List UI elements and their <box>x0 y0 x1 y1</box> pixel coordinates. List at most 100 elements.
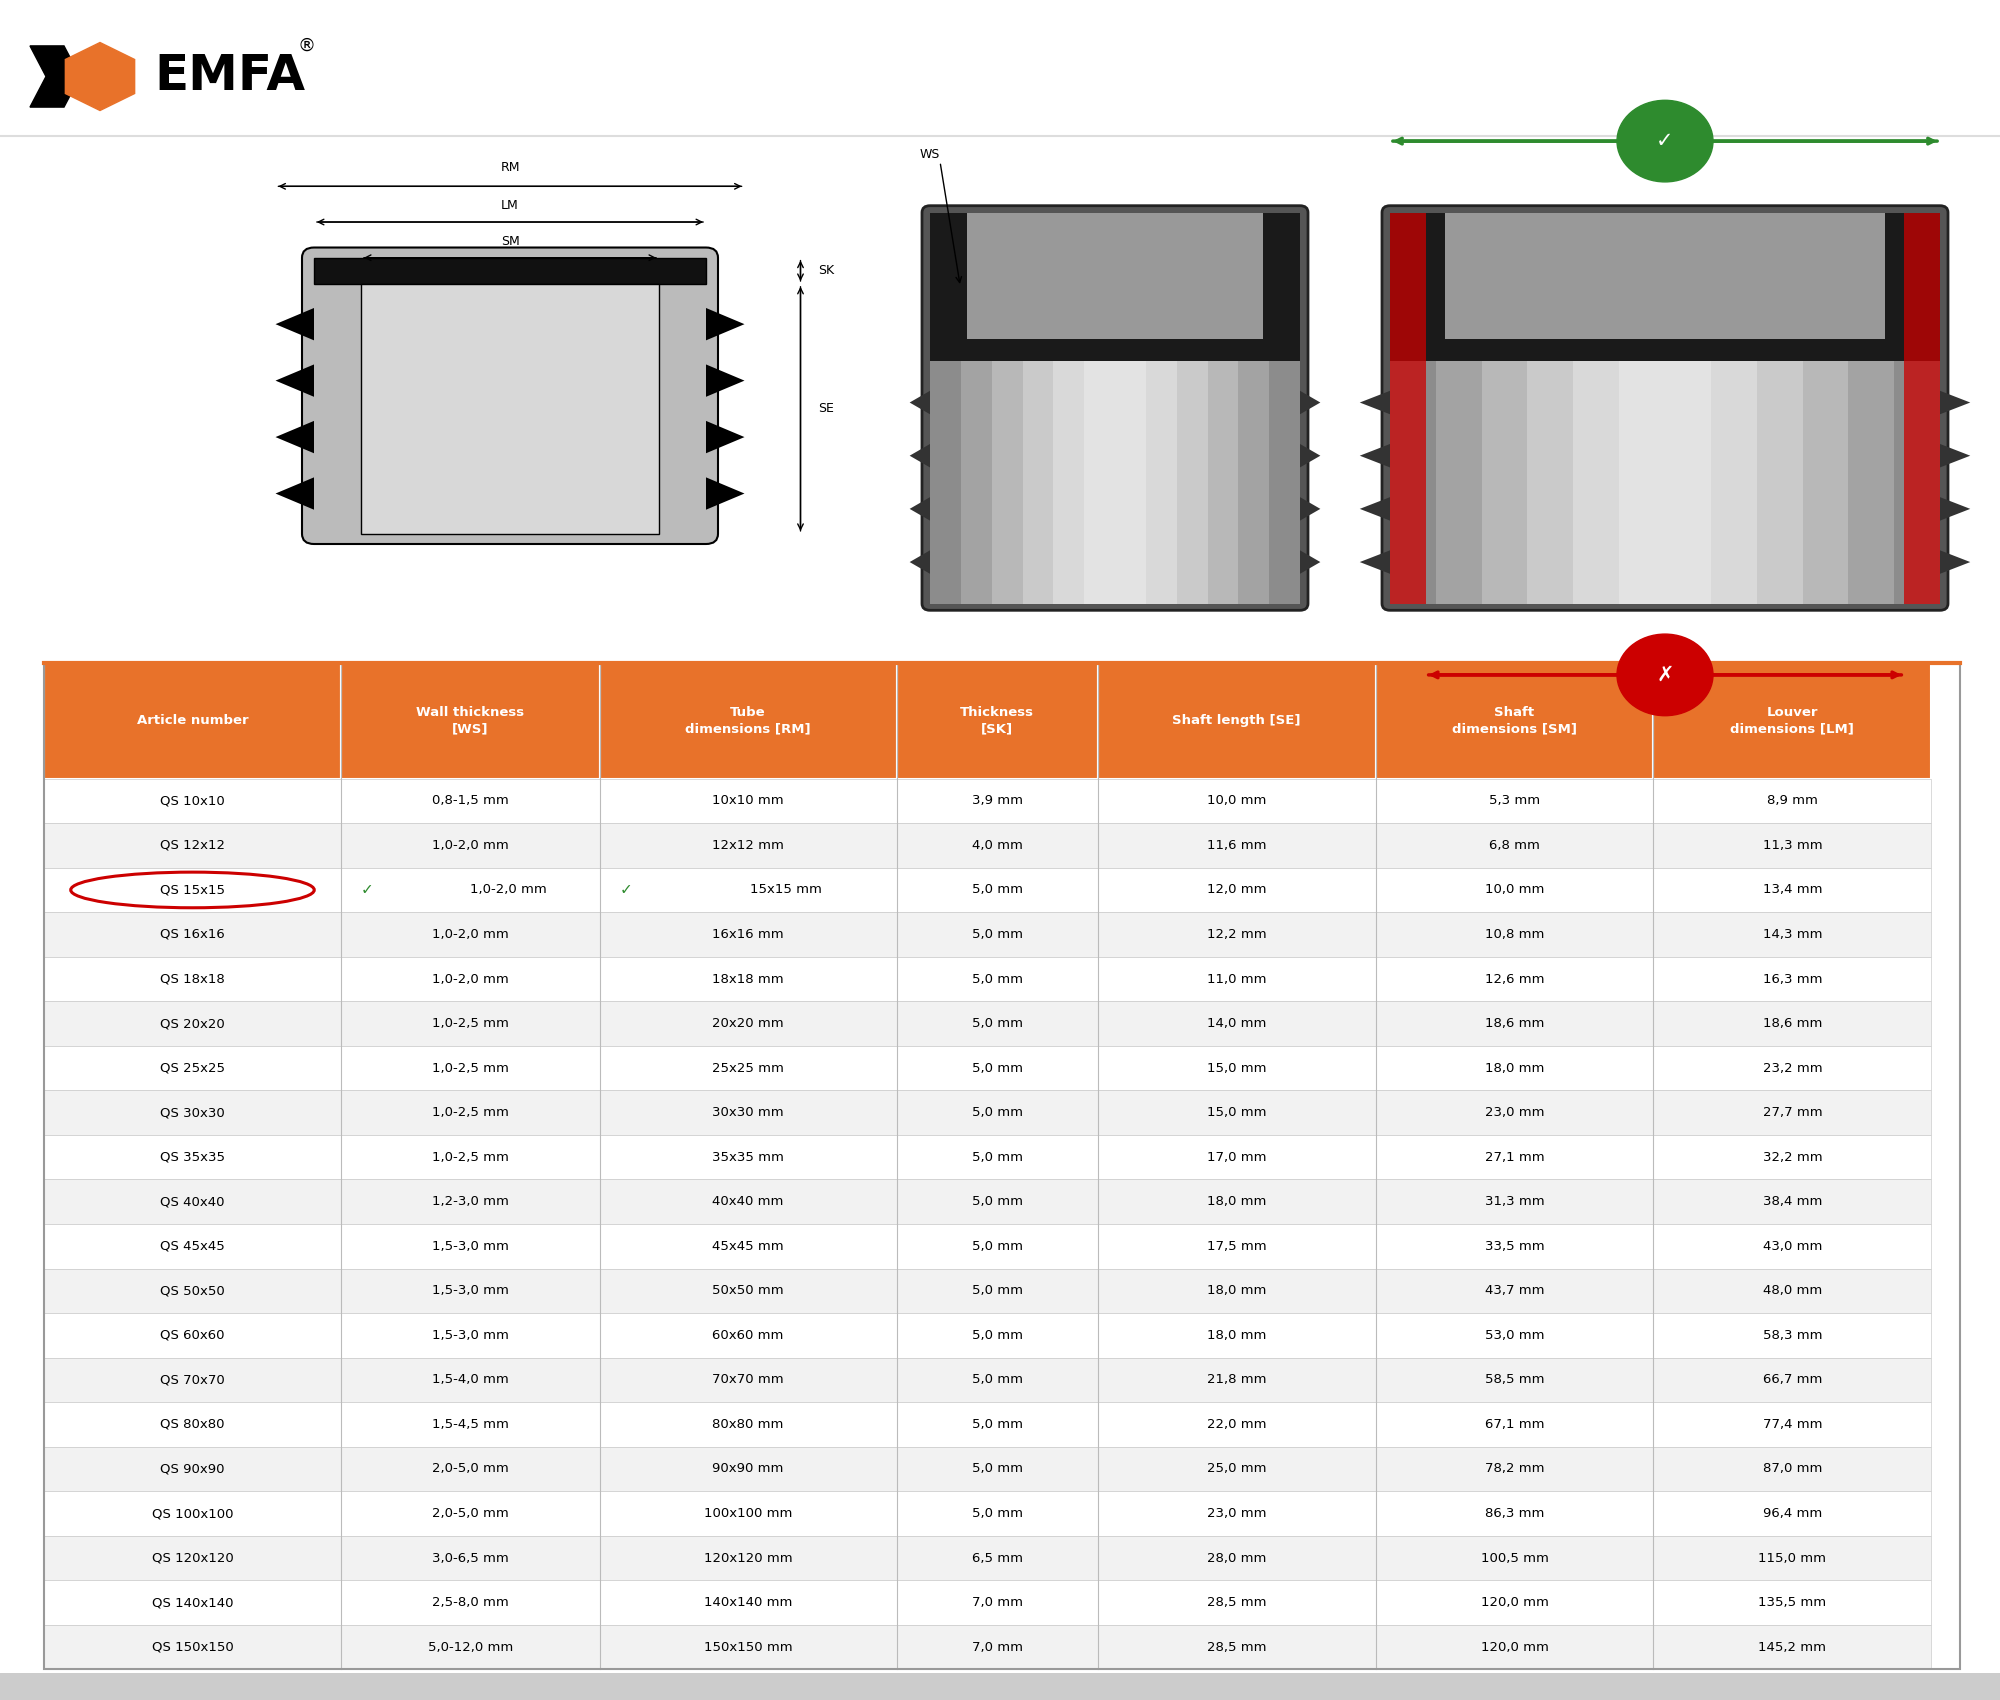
Text: 23,0 mm: 23,0 mm <box>1484 1107 1544 1119</box>
Text: 16,3 mm: 16,3 mm <box>1762 972 1822 986</box>
Text: SM: SM <box>500 235 520 248</box>
Bar <box>44 1136 340 1180</box>
Text: QS 30x30: QS 30x30 <box>160 1107 224 1119</box>
Bar <box>1376 1581 1654 1625</box>
Text: 25,0 mm: 25,0 mm <box>1206 1462 1266 1476</box>
Bar <box>1208 360 1238 604</box>
Bar <box>1054 360 1084 604</box>
Bar <box>1376 823 1654 867</box>
Text: QS 150x150: QS 150x150 <box>152 1640 234 1654</box>
Polygon shape <box>706 478 744 510</box>
Bar <box>896 1090 1098 1136</box>
Text: QS 70x70: QS 70x70 <box>160 1374 224 1387</box>
Bar <box>1098 1312 1376 1358</box>
Bar <box>1654 1581 1932 1625</box>
Bar <box>1376 867 1654 913</box>
Polygon shape <box>66 42 134 110</box>
Bar <box>1098 913 1376 957</box>
Bar <box>1654 1180 1932 1224</box>
Bar <box>1848 360 1894 604</box>
Bar <box>600 867 896 913</box>
Text: 12x12 mm: 12x12 mm <box>712 838 784 852</box>
Polygon shape <box>910 391 930 415</box>
Bar <box>1098 1224 1376 1268</box>
Bar <box>340 1358 600 1402</box>
Text: 18,0 mm: 18,0 mm <box>1208 1195 1266 1209</box>
Bar <box>1376 1535 1654 1581</box>
Text: 14,0 mm: 14,0 mm <box>1208 1017 1266 1030</box>
Text: 1,2-3,0 mm: 1,2-3,0 mm <box>432 1195 508 1209</box>
Text: 77,4 mm: 77,4 mm <box>1762 1418 1822 1431</box>
Bar <box>340 1268 600 1312</box>
Bar <box>1098 867 1376 913</box>
Text: 5,0 mm: 5,0 mm <box>972 1284 1022 1297</box>
Bar <box>896 1581 1098 1625</box>
Text: 1,5-3,0 mm: 1,5-3,0 mm <box>432 1329 508 1341</box>
Text: 4,0 mm: 4,0 mm <box>972 838 1022 852</box>
Text: 45x45 mm: 45x45 mm <box>712 1239 784 1253</box>
Bar <box>1654 1447 1932 1491</box>
Bar <box>1098 1090 1376 1136</box>
Text: QS 20x20: QS 20x20 <box>160 1017 224 1030</box>
Bar <box>1654 1491 1932 1535</box>
Text: Shaft length [SE]: Shaft length [SE] <box>1172 714 1300 728</box>
Circle shape <box>1616 634 1712 716</box>
Text: QS 25x25: QS 25x25 <box>160 1061 224 1074</box>
Bar <box>1654 1136 1932 1180</box>
Bar <box>340 957 600 1001</box>
Bar <box>1904 212 1940 604</box>
Text: 17,5 mm: 17,5 mm <box>1206 1239 1266 1253</box>
Bar <box>1654 1090 1932 1136</box>
Bar <box>340 1447 600 1491</box>
Text: 30x30 mm: 30x30 mm <box>712 1107 784 1119</box>
Text: 15,0 mm: 15,0 mm <box>1206 1061 1266 1074</box>
Bar <box>1098 779 1376 823</box>
Text: 1,0-2,5 mm: 1,0-2,5 mm <box>432 1061 508 1074</box>
Text: ®: ® <box>296 37 316 54</box>
Text: 11,3 mm: 11,3 mm <box>1762 838 1822 852</box>
Text: 5,0 mm: 5,0 mm <box>972 928 1022 942</box>
Text: 1,5-4,5 mm: 1,5-4,5 mm <box>432 1418 508 1431</box>
Text: QS 140x140: QS 140x140 <box>152 1596 234 1610</box>
Text: 1,0-2,0 mm: 1,0-2,0 mm <box>432 972 508 986</box>
Bar <box>1084 360 1116 604</box>
Bar <box>340 1090 600 1136</box>
Text: 87,0 mm: 87,0 mm <box>1762 1462 1822 1476</box>
Text: 5,0 mm: 5,0 mm <box>972 972 1022 986</box>
Bar <box>44 1268 340 1312</box>
Text: 18,6 mm: 18,6 mm <box>1484 1017 1544 1030</box>
Bar <box>314 258 706 284</box>
Text: RM: RM <box>500 162 520 175</box>
Bar <box>1098 1402 1376 1447</box>
Bar <box>44 913 340 957</box>
Text: 28,5 mm: 28,5 mm <box>1206 1640 1266 1654</box>
Bar <box>1098 1180 1376 1224</box>
Bar <box>896 867 1098 913</box>
Polygon shape <box>910 496 930 520</box>
Bar <box>340 1312 600 1358</box>
Text: 2,5-8,0 mm: 2,5-8,0 mm <box>432 1596 508 1610</box>
Text: 14,3 mm: 14,3 mm <box>1762 928 1822 942</box>
Text: SK: SK <box>818 264 834 277</box>
Bar <box>1654 957 1932 1001</box>
Bar <box>896 663 1098 779</box>
Bar <box>1390 212 1940 360</box>
Bar <box>1894 360 1940 604</box>
Bar <box>44 1224 340 1268</box>
Text: 22,0 mm: 22,0 mm <box>1206 1418 1266 1431</box>
Text: ✓: ✓ <box>1656 131 1674 151</box>
Bar <box>44 663 1960 1669</box>
Text: Tube
dimensions [RM]: Tube dimensions [RM] <box>686 706 810 736</box>
Bar <box>600 1224 896 1268</box>
Text: QS 45x45: QS 45x45 <box>160 1239 224 1253</box>
Bar <box>340 1625 600 1669</box>
Bar <box>1146 360 1176 604</box>
Polygon shape <box>1940 551 1970 575</box>
Bar <box>1574 360 1620 604</box>
Bar <box>340 913 600 957</box>
Polygon shape <box>910 444 930 468</box>
Bar <box>340 867 600 913</box>
Bar <box>1654 663 1932 779</box>
Bar <box>1654 1358 1932 1402</box>
Bar <box>340 1180 600 1224</box>
